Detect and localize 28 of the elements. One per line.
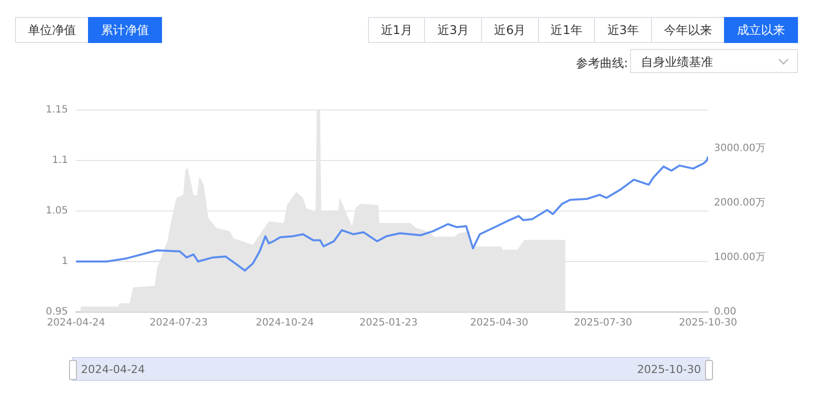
text: 近3年	[594, 17, 652, 43]
x-tick-label: 2024-07-23	[150, 318, 208, 329]
range-slider: 2024-04-24 2025-10-30	[72, 357, 710, 381]
text: 今年以来	[651, 17, 725, 43]
text: 近1月	[368, 17, 426, 43]
x-tick-label: 2025-04-30	[470, 318, 528, 329]
x-tick-label: 2024-04-24	[46, 318, 106, 329]
text: 自身业绩基准	[630, 49, 798, 73]
y2-tick-label: 0.00	[714, 306, 736, 318]
y-tick-label: 1.05	[46, 206, 68, 217]
text: 近6月	[481, 17, 539, 43]
text: 参考曲线:	[576, 55, 628, 72]
text: 近1年	[538, 17, 596, 43]
y2-tick-label: 1000.00万	[714, 252, 766, 263]
y-tick-label: 1.1	[52, 155, 68, 166]
y2-tick-label: 3000.00万	[714, 142, 766, 154]
text: 累计净值	[88, 17, 162, 43]
x-tick-label: 2025-01-23	[360, 318, 418, 329]
text: 近3月	[424, 17, 482, 43]
x-tick-label: 2024-10-24	[256, 318, 314, 329]
x-tick-label: 2025-07-30	[574, 318, 632, 329]
y-tick-label: 1	[62, 256, 68, 268]
y-tick-label: 0.95	[46, 306, 68, 318]
text: 成立以来	[724, 17, 798, 43]
text: 单位净值	[15, 17, 89, 43]
y-tick-label: 1.15	[46, 104, 68, 116]
y2-tick-label: 2000.00万	[714, 197, 766, 208]
x-tick-label: 2025-10-30	[678, 318, 738, 329]
